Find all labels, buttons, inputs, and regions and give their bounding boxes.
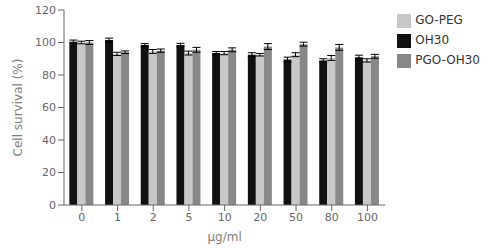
html-text:PGO-OH30: PGO-OH30 [415,53,480,67]
svg-text:0: 0 [49,199,56,212]
svg-text:1: 1 [114,211,121,224]
svg-text:80: 80 [42,69,56,82]
svg-text:100: 100 [35,36,56,49]
svg-text:0: 0 [78,211,85,224]
svg-text:2: 2 [150,211,157,224]
html-text:GO-PEG: GO-PEG [415,13,463,27]
svg-text:20: 20 [42,166,56,179]
svg-text:20: 20 [253,211,267,224]
svg-text:50: 50 [289,211,303,224]
svg-text:120: 120 [35,4,56,17]
svg-text:5: 5 [185,211,192,224]
svg-text:μg/ml: μg/ml [207,230,241,244]
svg-text:Cell survival (%): Cell survival (%) [11,59,25,157]
html-text:OH30: OH30 [415,33,449,47]
svg-text:100: 100 [357,211,378,224]
svg-text:80: 80 [325,211,339,224]
svg-text:10: 10 [218,211,232,224]
svg-text:40: 40 [42,134,56,147]
svg-text:60: 60 [42,101,56,114]
